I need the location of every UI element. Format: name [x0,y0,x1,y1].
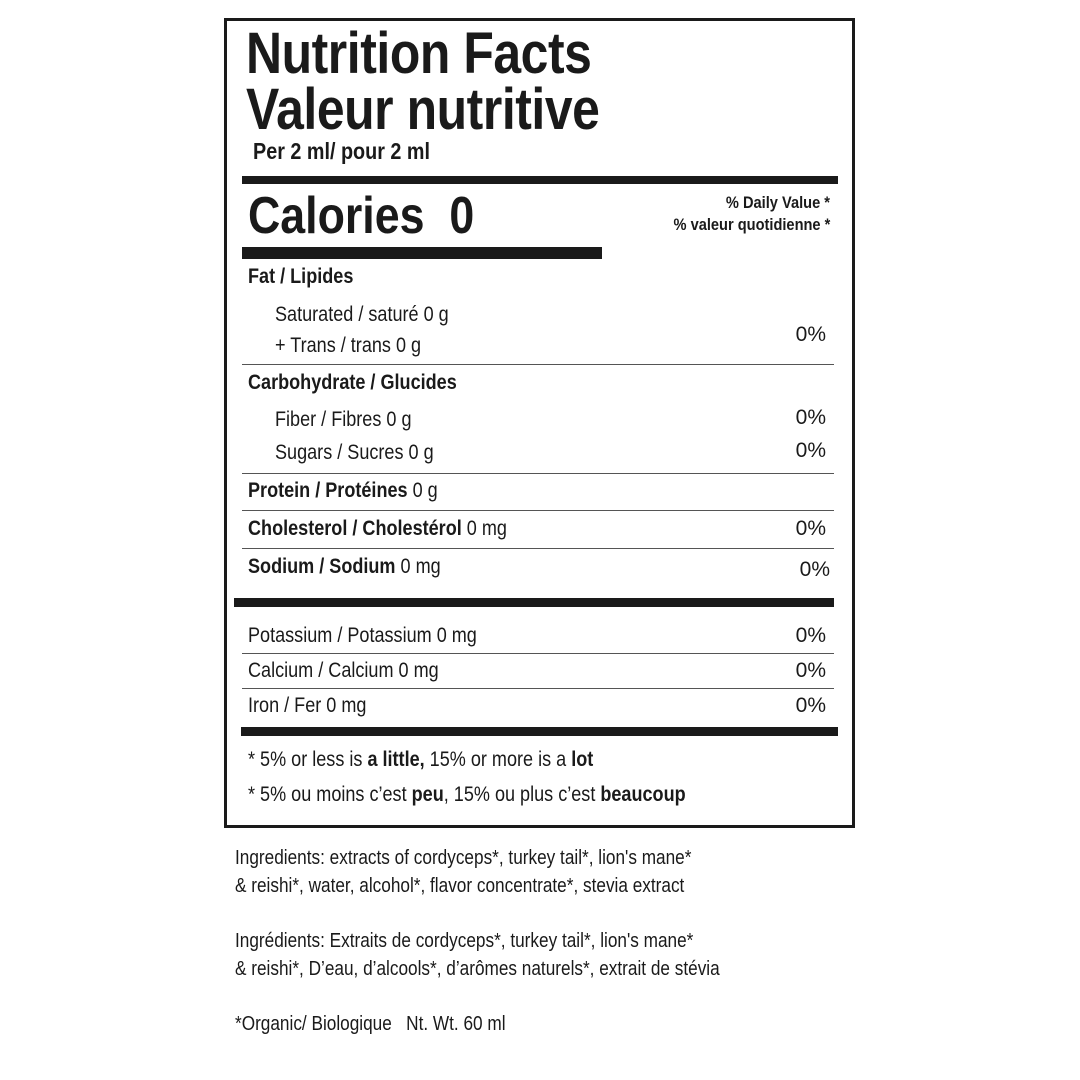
sodium-row: Sodium / Sodium 0 mg [248,555,441,579]
footnote-emphasis: beaucoup [600,783,686,806]
footnote-emphasis: peu [411,783,444,806]
carbohydrate-label: Carbohydrate / Glucides [248,371,457,394]
fat-label: Fat / Lipides [248,265,354,288]
trans-label: + Trans / trans 0 g [275,334,422,357]
ingredients-english-line1: Ingredients: extracts of cordyceps*, tur… [235,847,692,869]
footnote-english: * 5% or less is a little, 15% or more is… [248,748,593,772]
sodium-percent: 0% [799,558,830,581]
calories-label: Calories [248,187,425,245]
footnote-text: , 15% ou plus c’est [443,783,601,806]
sodium-label: Sodium / Sodium [248,555,396,578]
divider-thick [234,598,834,607]
ingredients-french-line1: Ingrédients: Extraits de cordyceps*, tur… [235,930,694,952]
footnote-emphasis: a little, [367,748,425,771]
cholesterol-amount: 0 mg [466,517,507,540]
potassium-percent: 0% [795,624,826,647]
footnote-text: 15% or more is a [424,748,572,771]
footnote-emphasis: lot [571,748,594,771]
iron-percent: 0% [795,694,826,717]
footnote-text: * 5% or less is [248,748,368,771]
ingredients-french-line2: & reishi*, D’eau, d’alcools*, d’arômes n… [235,958,720,980]
protein-label: Protein / Protéines [248,479,408,502]
divider [242,653,834,654]
daily-value-fr: % valeur quotidienne * [673,215,830,234]
cholesterol-row: Cholesterol / Cholestérol 0 mg [248,517,507,541]
saturated-label: Saturated / saturé 0 g [275,303,449,326]
footnote-text: * 5% ou moins c’est [248,783,412,806]
footnote-french: * 5% ou moins c’est peu, 15% ou plus c’e… [248,783,686,807]
ingredients-english-line2: & reishi*, water, alcohol*, flavor conce… [235,875,685,897]
sugars-percent: 0% [795,439,826,462]
sugars-label: Sugars / Sucres 0 g [275,441,434,464]
protein-row: Protein / Protéines 0 g [248,479,438,503]
divider [242,364,834,365]
divider-thick [242,176,838,184]
fat-percent: 0% [795,323,826,346]
fiber-percent: 0% [795,406,826,429]
calories-value: 0 [449,187,475,245]
fiber-label: Fiber / Fibres 0 g [275,408,412,431]
divider [242,473,834,474]
divider [242,510,834,511]
divider [242,548,834,549]
sodium-amount: 0 mg [400,555,441,578]
title-english: Nutrition Facts [246,21,592,86]
divider-calories [242,247,602,259]
title-french: Valeur nutritive [246,77,600,142]
calcium-label: Calcium / Calcium 0 mg [248,659,439,682]
calories: Calories 0 [248,188,474,244]
protein-amount: 0 g [412,479,438,502]
cholesterol-label: Cholesterol / Cholestérol [248,517,462,540]
nutrition-facts-panel [224,18,855,828]
divider [242,688,834,689]
calcium-percent: 0% [795,659,826,682]
iron-label: Iron / Fer 0 mg [248,694,367,717]
serving-size: Per 2 ml/ pour 2 ml [253,138,430,164]
divider-thick [241,727,838,736]
cholesterol-percent: 0% [795,517,826,540]
organic-net-weight: *Organic/ Biologique Nt. Wt. 60 ml [235,1013,506,1035]
daily-value-en: % Daily Value * [725,193,830,212]
potassium-label: Potassium / Potassium 0 mg [248,624,477,647]
